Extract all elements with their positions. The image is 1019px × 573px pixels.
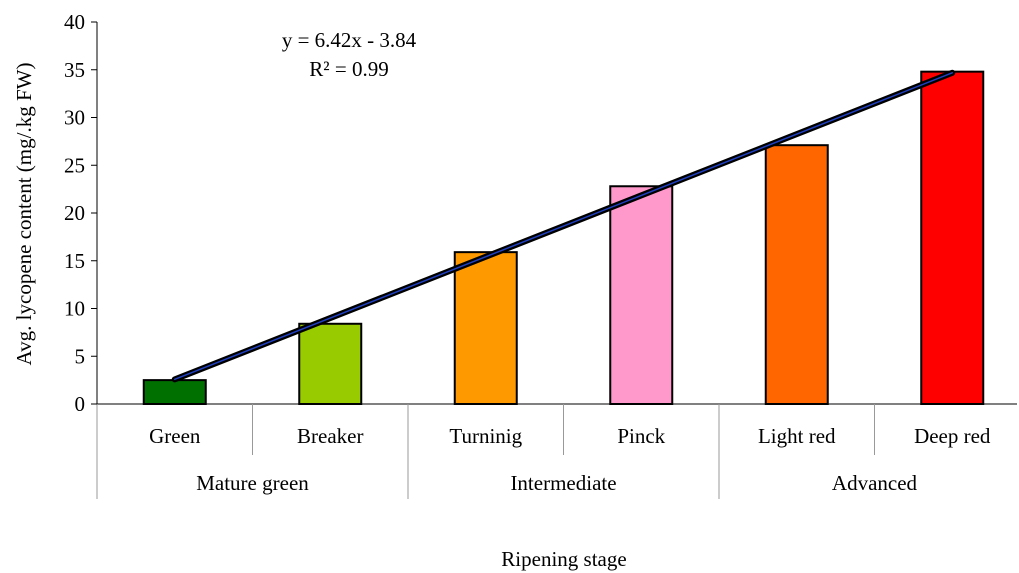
group-label: Intermediate — [510, 471, 616, 495]
y-tick-label: 15 — [64, 249, 85, 273]
bar-turninig — [453, 251, 518, 405]
y-axis-title: Avg. lycopene content (mg/.kg FW) — [12, 63, 36, 366]
group-label: Mature green — [196, 471, 309, 495]
y-tick-label: 20 — [64, 201, 85, 225]
trendline-layer — [171, 69, 956, 383]
category-label: Breaker — [297, 424, 363, 448]
trendline-equation: y = 6.42x - 3.84 — [282, 28, 417, 52]
category-label: Green — [149, 424, 201, 448]
category-labels-layer: Green Breaker Turninig Pinck Light red Deep r… — [149, 424, 991, 495]
category-label: Turninig — [449, 424, 522, 448]
group-label: Advanced — [832, 471, 918, 495]
y-tick-label: 25 — [64, 153, 85, 177]
bar-deep-red — [920, 70, 985, 405]
y-tick-label: 10 — [64, 297, 85, 321]
bar-green — [142, 379, 207, 405]
y-tick-label: 0 — [75, 392, 86, 416]
y-tick-label: 40 — [64, 10, 85, 34]
trendline-r-squared: R² = 0.99 — [309, 57, 388, 81]
trendline-highlight — [174, 72, 953, 381]
bar-breaker — [298, 322, 363, 405]
x-axis-title: Ripening stage — [501, 547, 626, 571]
bar-light-red — [764, 144, 829, 405]
category-label: Pinck — [617, 424, 665, 448]
axes-layer — [96, 22, 1017, 499]
category-label: Deep red — [914, 424, 991, 448]
bar-pinck — [609, 185, 674, 405]
y-tick-label: 35 — [64, 58, 85, 82]
y-ticks-layer: 0 5 10 15 20 25 30 35 40 — [64, 10, 97, 416]
y-tick-label: 5 — [75, 344, 86, 368]
category-label: Light red — [758, 424, 836, 448]
y-tick-label: 30 — [64, 106, 85, 130]
bars-layer — [142, 70, 985, 405]
